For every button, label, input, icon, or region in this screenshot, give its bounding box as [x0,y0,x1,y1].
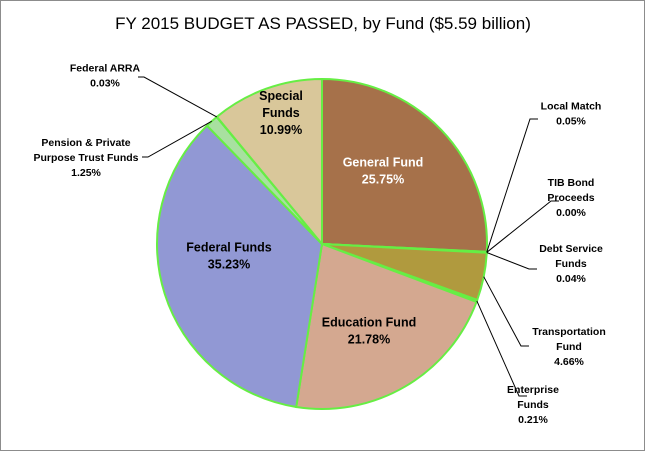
slice-name-tib-bond-proceeds: Proceeds [547,192,594,204]
slice-label-enterprise-funds: Enterprise Funds 0.21% [507,384,559,426]
slice-name-special-funds: Funds [262,106,300,120]
labels-layer: General Fund 25.75% Local Match 0.05% TIB Bo… [33,63,605,427]
slice-name-enterprise-funds: Funds [517,399,549,411]
slice-name-local-match: Local Match [541,101,602,113]
slice-label-local-match: Local Match 0.05% [541,101,602,128]
slice-value-federal-arra: 0.03% [90,78,120,90]
slice-value-transportation-fund: 4.66% [554,356,584,368]
slice-value-debt-service-funds: 0.04% [556,273,586,285]
leader-line-debt-service-funds [486,252,537,270]
slice-label-tib-bond-proceeds: TIB Bond Proceeds 0.00% [547,177,594,219]
leader-line-transportation-fund [483,276,529,347]
slice-value-tib-bond-proceeds: 0.00% [556,207,586,219]
slice-value-enterprise-funds: 0.21% [518,414,548,426]
slice-label-special-funds: Special Funds 10.99% [259,89,303,137]
pie-slice-federal-funds [156,124,324,409]
slice-name-debt-service-funds: Debt Service [539,243,603,255]
slice-name-transportation-fund: Fund [556,341,582,353]
slice-name-education-fund: Education Fund [322,316,416,330]
slice-name-enterprise-funds: Enterprise [507,384,559,396]
slice-name-tib-bond-proceeds: TIB Bond [548,177,595,189]
leader-line-enterprise-funds [476,300,527,397]
slice-value-federal-funds: 35.23% [208,258,250,272]
slice-value-general-fund: 25.75% [362,173,404,187]
slice-label-transportation-fund: Transportation Fund 4.66% [532,326,606,368]
slice-value-special-funds: 10.99% [260,123,302,137]
slices-layer [156,77,488,410]
slice-label-federal-arra: Federal ARRA 0.03% [70,63,141,90]
slice-name-pension-and-private-purpose-trust-funds: Purpose Trust Funds [33,152,138,164]
slice-name-federal-funds: Federal Funds [186,241,271,255]
chart-title: FY 2015 BUDGET AS PASSED, by Fund ($5.59… [115,14,531,33]
leader-line-pension-and-private-purpose-trust-funds [142,120,212,158]
slice-label-federal-funds: Federal Funds 35.23% [186,241,271,272]
slice-value-education-fund: 21.78% [348,333,390,347]
slice-value-local-match: 0.05% [556,116,586,128]
slice-name-pension-and-private-purpose-trust-funds: Pension & Private [41,137,130,149]
pie-slice-special-funds [215,77,323,247]
pie-slice-education-fund [295,242,478,410]
slice-name-federal-arra: Federal ARRA [70,63,141,75]
slice-label-education-fund: Education Fund 21.78% [322,316,416,347]
slice-value-pension-and-private-purpose-trust-funds: 1.25% [71,167,101,179]
slice-name-transportation-fund: Transportation [532,326,606,338]
leader-line-federal-arra [138,76,218,118]
leader-line-local-match [486,118,538,253]
pie-slice-general-fund [321,77,488,253]
slice-label-general-fund: General Fund 25.75% [343,156,424,187]
leader-line-tib-bond-proceeds [486,200,559,253]
leader-lines-layer [138,76,559,397]
slice-name-debt-service-funds: Funds [555,258,587,270]
slice-name-special-funds: Special [259,89,303,103]
slice-label-debt-service-funds: Debt Service Funds 0.04% [539,243,603,285]
slice-name-general-fund: General Fund [343,156,424,170]
slice-label-pension-and-private-purpose-trust-funds: Pension & Private Purpose Trust Funds 1.25… [33,137,138,179]
